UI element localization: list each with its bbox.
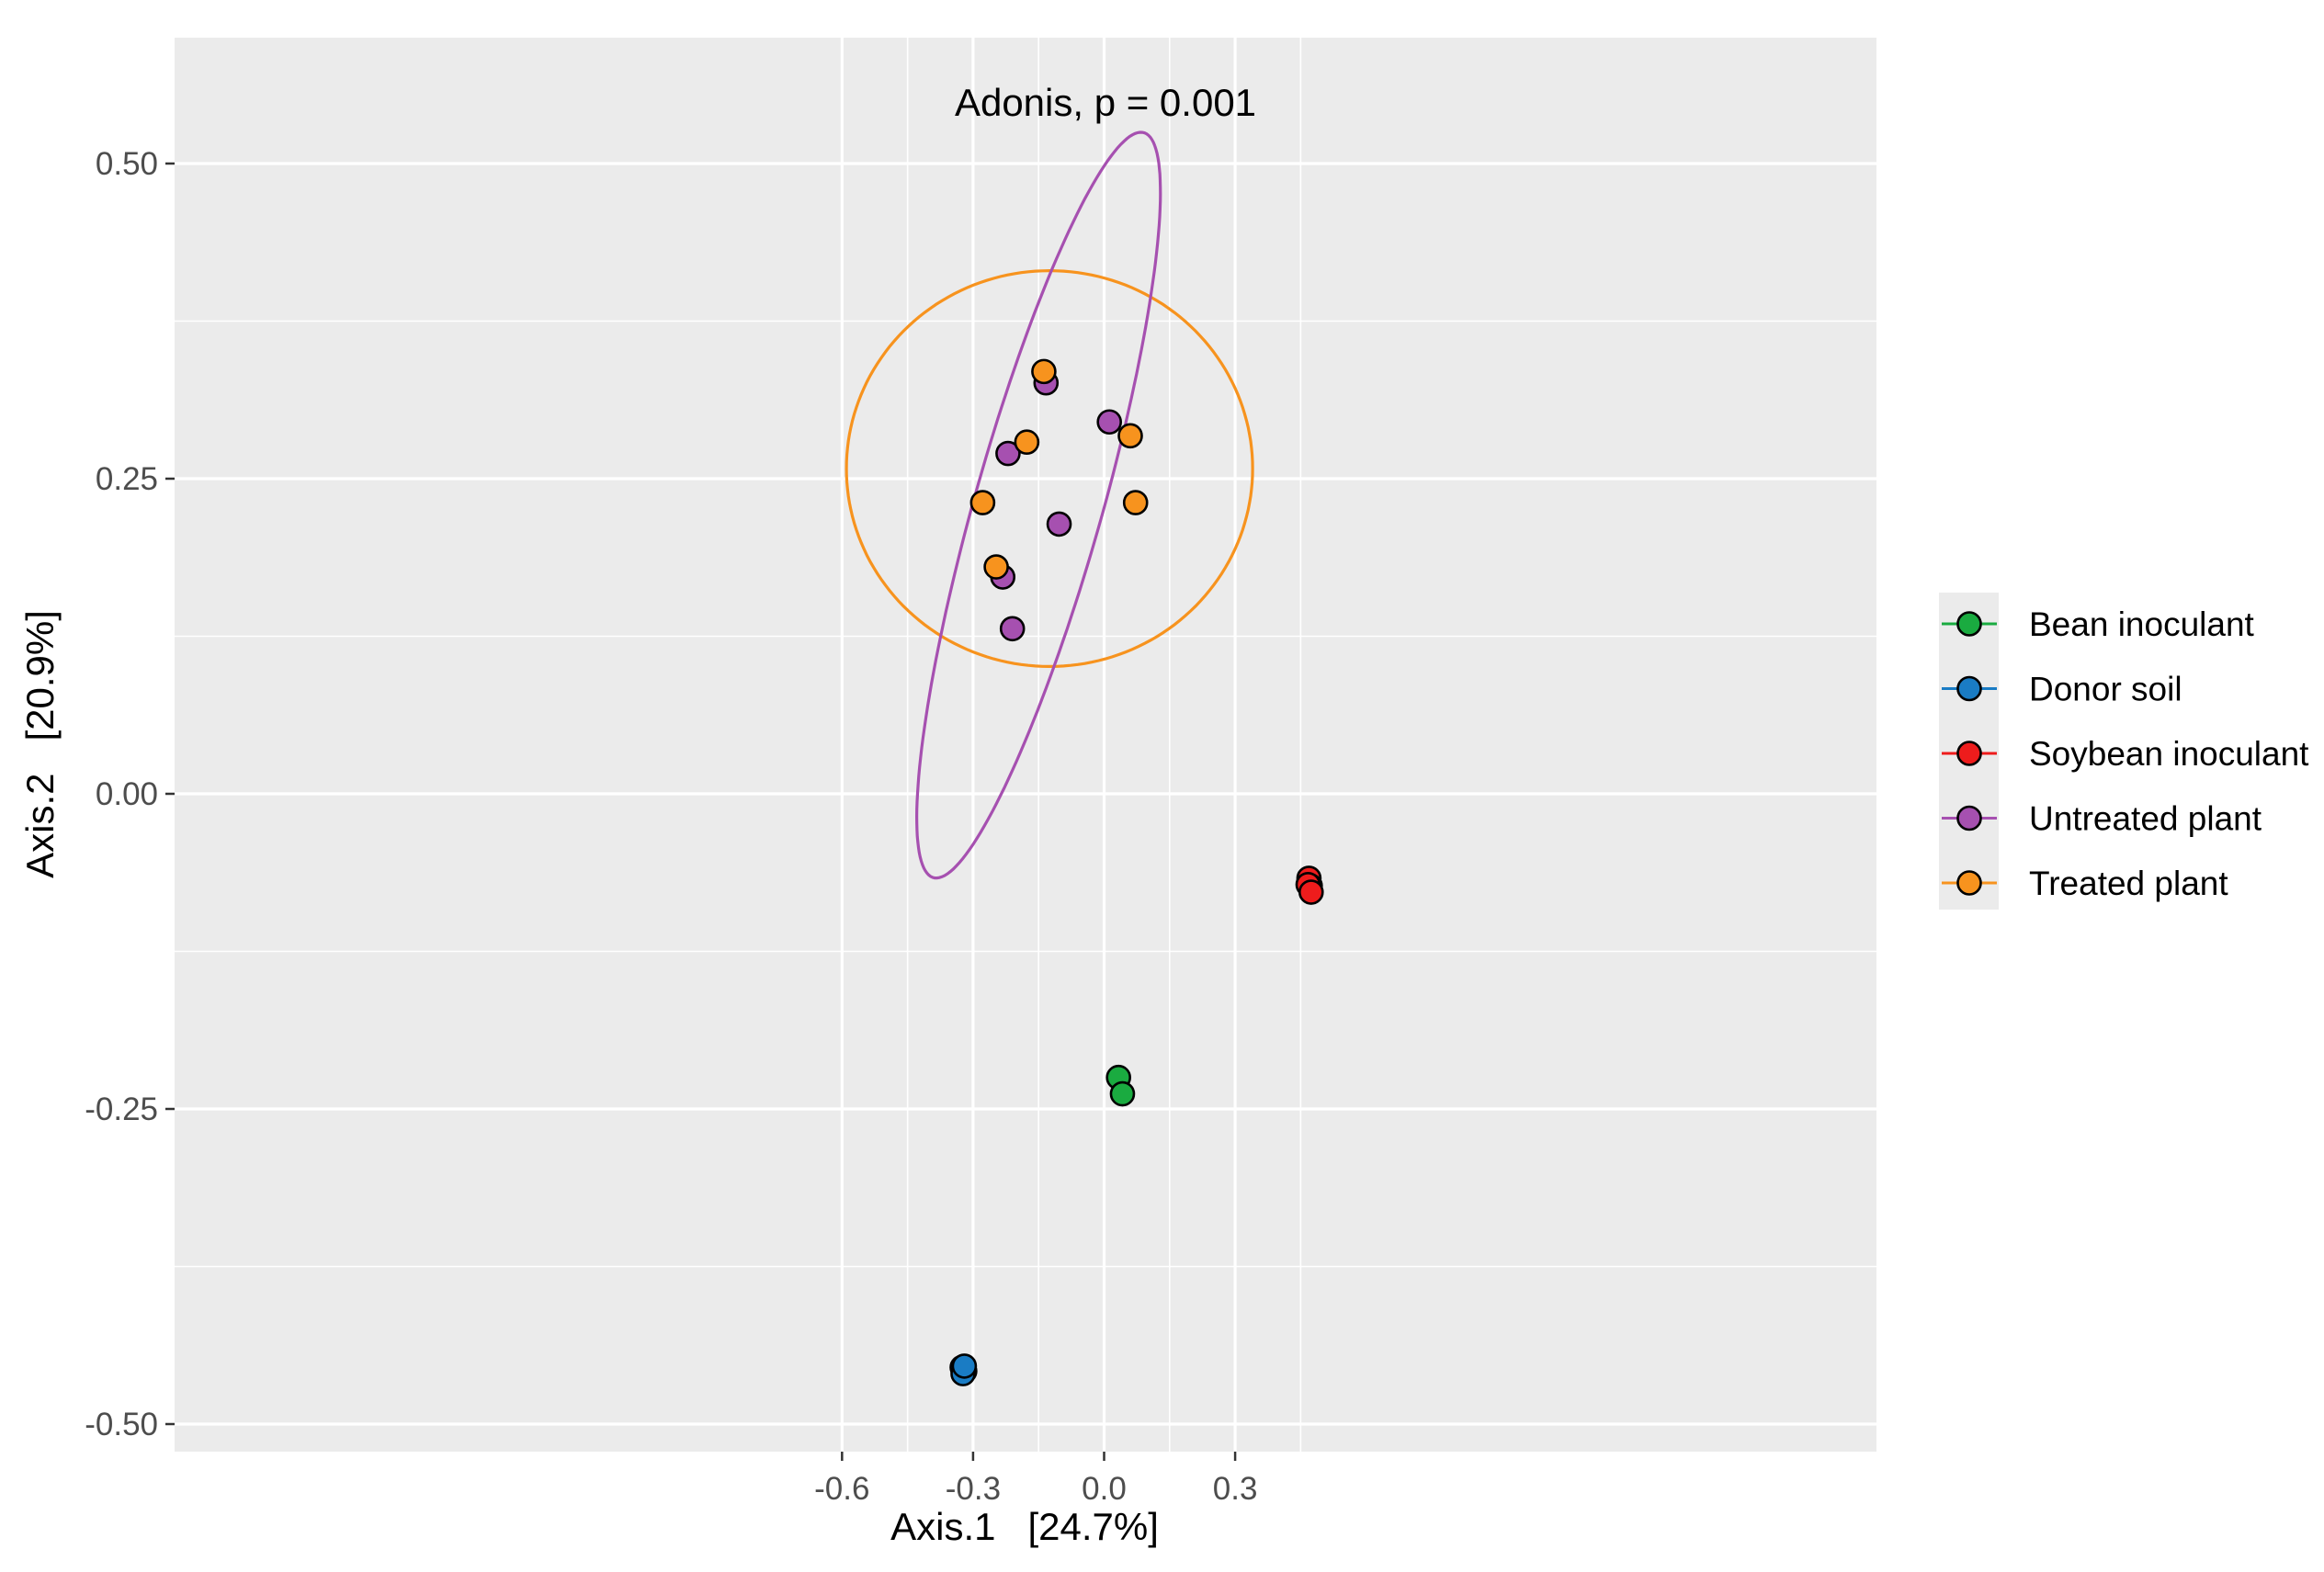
- y-axis-title: Axis.2 [20.9%]: [18, 610, 62, 878]
- x-tick-label: -0.3: [946, 1471, 1001, 1507]
- point-untreated-plant: [995, 440, 1021, 467]
- point-treated-plant: [983, 554, 1009, 580]
- y-tick-label: -0.25: [85, 1091, 158, 1127]
- point-layer: [949, 358, 1324, 1386]
- y-tick-label: 0.25: [96, 461, 158, 497]
- x-tick-label: 0.0: [1082, 1471, 1127, 1507]
- point-treated-plant: [1117, 423, 1143, 449]
- y-tick-label: 0.50: [96, 146, 158, 182]
- point-untreated-plant: [1046, 511, 1072, 537]
- point-bean-inoculant: [1109, 1080, 1136, 1107]
- legend: Bean inoculant Donor soil Soybean inoculan…: [1939, 593, 2309, 910]
- point-treated-plant: [1122, 490, 1149, 515]
- point-treated-plant: [1031, 358, 1057, 385]
- legend-label-bean-inoculant: Bean inoculant: [2029, 605, 2255, 643]
- legend-label-soybean-inoculant: Soybean inoculant: [2029, 735, 2309, 773]
- x-tick-label: -0.6: [814, 1471, 869, 1507]
- grid-minor: [175, 38, 1876, 1452]
- x-axis-title: Axis.1 [24.7%]: [890, 1505, 1159, 1548]
- legend-key-soybean-inoculant: [1956, 741, 1982, 766]
- legend-key-bean-inoculant: [1956, 611, 1982, 637]
- legend-key-untreated-plant: [1956, 805, 1982, 831]
- legend-key-treated-plant: [1956, 870, 1982, 896]
- ellipse-layer: [845, 130, 1254, 880]
- plot-panel: [175, 38, 1876, 1452]
- grid-major: [175, 38, 1876, 1452]
- point-untreated-plant: [999, 616, 1026, 642]
- axis-layer: -0.6 -0.3 0.0 0.3 -0.50 -0.25 0.00 0.25 0.50: [85, 146, 1257, 1507]
- y-tick-label: -0.50: [85, 1407, 158, 1442]
- legend-label-untreated-plant: Untreated plant: [2029, 800, 2262, 838]
- point-soybean-inoculant: [1298, 879, 1324, 905]
- point-donor-soil: [951, 1353, 978, 1379]
- legend-label-donor-soil: Donor soil: [2029, 671, 2182, 708]
- point-treated-plant: [1014, 429, 1040, 456]
- y-tick-label: 0.00: [96, 776, 158, 812]
- adonis-annotation: Adonis, p = 0.001: [955, 81, 1256, 124]
- ellipse-untreated-plant: [914, 130, 1162, 880]
- point-treated-plant: [969, 490, 996, 515]
- point-untreated-plant: [1096, 409, 1123, 435]
- legend-label-treated-plant: Treated plant: [2029, 865, 2228, 902]
- legend-key-donor-soil: [1956, 675, 1982, 702]
- x-tick-label: 0.3: [1213, 1471, 1258, 1507]
